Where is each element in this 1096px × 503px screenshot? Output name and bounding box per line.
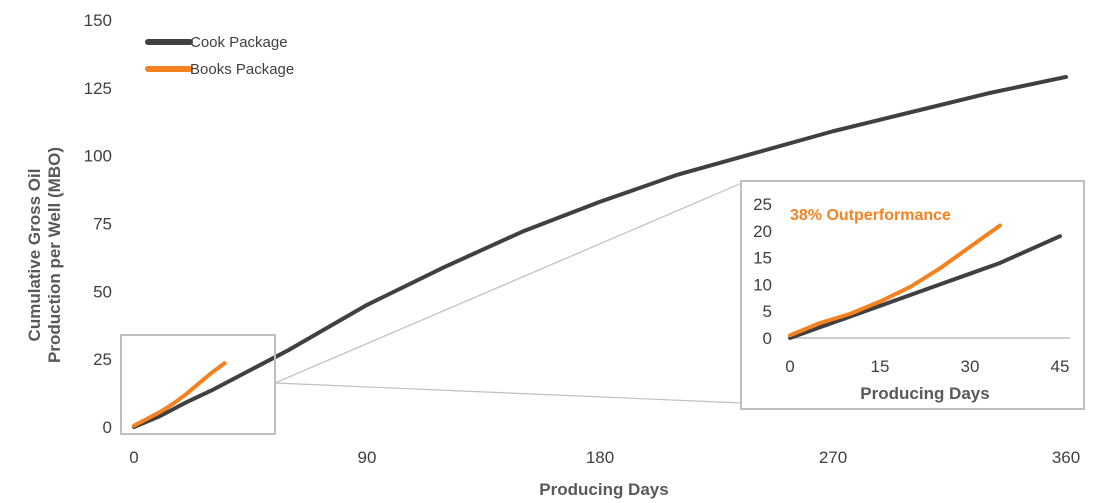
y-tick-label: 100 xyxy=(84,147,112,166)
inset-series-line-books-package xyxy=(788,223,1002,338)
main-series-lines xyxy=(132,74,1068,429)
y-axis-title: Cumulative Gross Oil Production per Well… xyxy=(25,147,64,363)
y-tick-label: 25 xyxy=(93,350,112,369)
inset-x-tick-label: 30 xyxy=(961,357,980,376)
zoom-connector-top xyxy=(274,182,743,384)
inset-y-tick-label: 5 xyxy=(763,302,772,321)
inset-series-line-cook-package xyxy=(788,234,1062,340)
x-tick-label: 90 xyxy=(358,448,377,467)
y-tick-label: 0 xyxy=(103,418,112,437)
inset-x-tick-label: 0 xyxy=(785,357,794,376)
outperformance-annotation: 38% Outperformance xyxy=(790,207,951,224)
legend-label-books: Books Package xyxy=(190,61,294,78)
series-line-cook-package xyxy=(132,74,1068,429)
zoom-region-box xyxy=(120,334,276,435)
zoom-connector-bottom xyxy=(274,382,743,404)
x-tick-label: 360 xyxy=(1052,448,1080,467)
x-axis-title: Producing Days xyxy=(539,480,668,499)
y-tick-label: 125 xyxy=(84,79,112,98)
inset-y-tick-label: 20 xyxy=(753,222,772,241)
legend: Cook Package Books Package xyxy=(145,34,294,78)
x-tick-label: 180 xyxy=(586,448,614,467)
x-tick-label: 270 xyxy=(819,448,847,467)
x-tick-label: 0 xyxy=(129,448,138,467)
inset-y-tick-label: 15 xyxy=(753,249,772,268)
inset-series-lines xyxy=(788,223,1062,340)
inset-x-axis-ticks: 0 15 30 45 xyxy=(785,357,1069,376)
inset-x-tick-label: 15 xyxy=(871,357,890,376)
inset-y-tick-label: 0 xyxy=(763,329,772,348)
legend-label-cook: Cook Package xyxy=(190,34,288,51)
inset-y-axis-ticks: 0 5 10 15 20 25 xyxy=(753,195,772,348)
y-tick-label: 75 xyxy=(93,215,112,234)
y-axis-title-line-1: Cumulative Gross Oil xyxy=(25,169,44,342)
inset-x-tick-label: 45 xyxy=(1051,357,1070,376)
y-axis-title-line-2: Production per Well (MBO) xyxy=(45,147,64,363)
y-tick-label: 50 xyxy=(93,282,112,301)
y-tick-label: 150 xyxy=(84,11,112,30)
y-axis-ticks: 0 25 50 75 100 125 150 xyxy=(84,11,112,437)
series-line-books-package xyxy=(132,361,227,428)
inset-y-tick-label: 25 xyxy=(753,195,772,214)
x-axis-ticks: 0 90 180 270 360 xyxy=(129,448,1080,467)
inset-y-tick-label: 10 xyxy=(753,275,772,294)
inset-x-axis-title: Producing Days xyxy=(860,384,989,403)
